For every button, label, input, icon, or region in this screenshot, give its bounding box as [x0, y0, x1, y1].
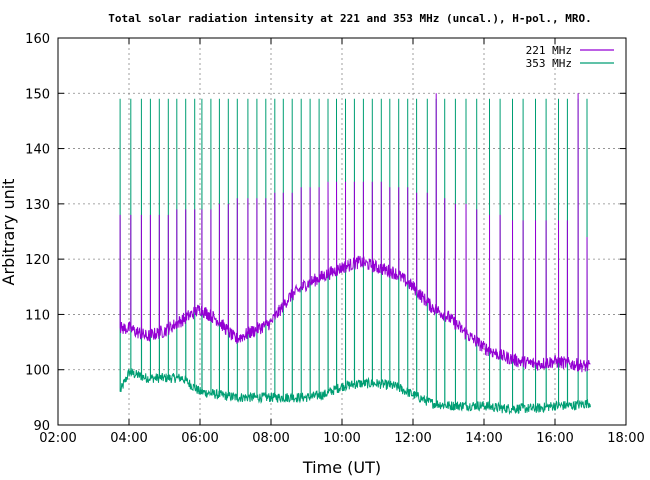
y-tick-label: 150 — [25, 87, 50, 102]
y-tick-label: 90 — [33, 419, 50, 434]
y-axis-label: Arbitrary unit — [0, 179, 18, 286]
x-tick-label: 02:00 — [39, 431, 76, 446]
x-tick-label: 08:00 — [252, 431, 289, 446]
x-tick-label: 04:00 — [110, 431, 147, 446]
series-353mhz-line — [119, 98, 591, 416]
y-tick-label: 120 — [25, 253, 50, 268]
x-tick-label: 12:00 — [394, 431, 431, 446]
x-axis-label: Time (UT) — [302, 458, 381, 477]
y-tick-label: 160 — [25, 32, 50, 47]
y-tick-label: 130 — [25, 198, 50, 213]
x-tick-label: 16:00 — [536, 431, 573, 446]
series-221mhz-line — [119, 93, 591, 373]
x-tick-label: 18:00 — [607, 431, 644, 446]
axis-ticks: 90 100 110 120 130 140 150 160 02:00 04:00 06:00 08… — [25, 32, 645, 446]
y-tick-label: 100 — [25, 364, 50, 379]
legend-label: 353 MHz — [526, 57, 572, 70]
x-tick-label: 14:00 — [465, 431, 502, 446]
y-tick-label: 110 — [25, 308, 50, 323]
plot-frame — [57, 37, 627, 426]
legend-label: 221 MHz — [526, 44, 572, 57]
chart-title: Total solar radiation intensity at 221 a… — [108, 12, 591, 25]
x-tick-label: 06:00 — [181, 431, 218, 446]
series-layer — [119, 93, 591, 416]
x-tick-label: 10:00 — [323, 431, 360, 446]
y-tick-label: 140 — [25, 143, 50, 158]
